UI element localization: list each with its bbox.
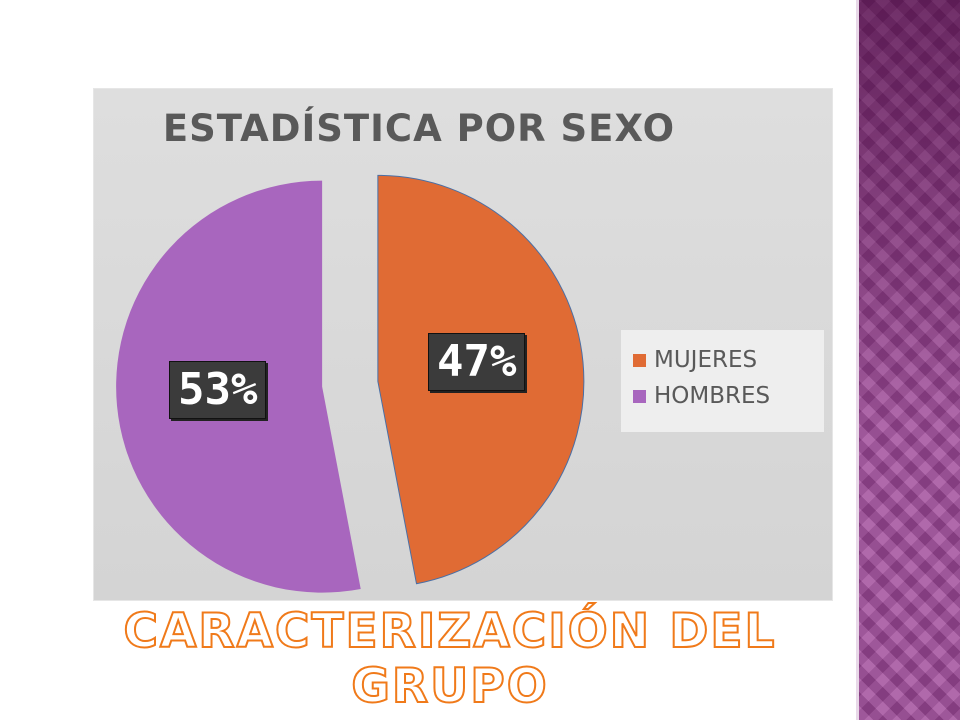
legend-label-mujeres: MUJERES: [654, 347, 758, 373]
legend-swatch-mujeres: [633, 353, 646, 367]
decorative-side-band: [856, 0, 960, 720]
chart-panel: ESTADÍSTICA POR SEXO MUJERES HOMBRES 47%…: [93, 88, 833, 601]
chart-legend: MUJERES HOMBRES: [621, 330, 824, 432]
chart-title: ESTADÍSTICA POR SEXO: [162, 107, 676, 150]
slide-title: CARACTERIZACIÓN DEL GRUPO: [123, 603, 777, 715]
data-label-hombres: 53%: [169, 361, 267, 420]
legend-swatch-hombres: [633, 389, 646, 403]
legend-label-hombres: HOMBRES: [654, 383, 771, 409]
data-label-mujeres: 47%: [428, 333, 526, 392]
legend-item-hombres: HOMBRES: [633, 378, 824, 414]
legend-item-mujeres: MUJERES: [633, 342, 824, 378]
